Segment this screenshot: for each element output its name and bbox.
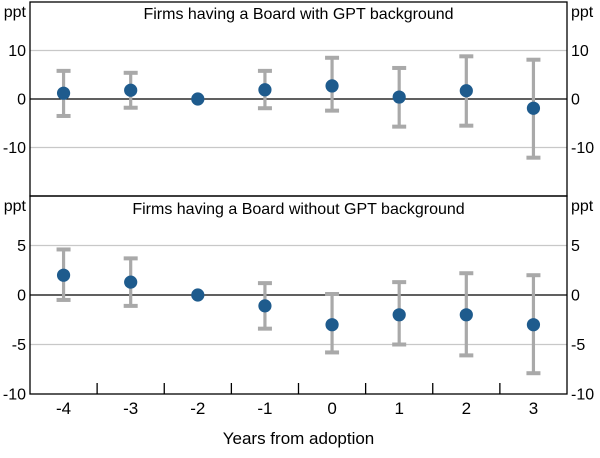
data-point bbox=[459, 308, 473, 322]
y-axis-unit-label-right: ppt bbox=[571, 198, 594, 215]
y-tick-label-left: -10 bbox=[3, 140, 26, 157]
x-tick-label: 2 bbox=[462, 399, 471, 418]
data-point bbox=[325, 79, 339, 93]
y-tick-label-right: 0 bbox=[571, 92, 580, 109]
data-point bbox=[258, 299, 272, 313]
data-point bbox=[459, 84, 473, 98]
data-point bbox=[124, 83, 138, 97]
data-point bbox=[258, 83, 272, 97]
data-point bbox=[56, 86, 71, 100]
x-tick-label: 3 bbox=[529, 399, 538, 418]
y-tick-label-right: -10 bbox=[571, 140, 594, 157]
y-tick-label-left: 10 bbox=[8, 43, 26, 60]
y-axis-unit-label-left: ppt bbox=[4, 198, 27, 215]
y-tick-label-left: -10 bbox=[3, 387, 26, 404]
y-tick-label-left: 5 bbox=[17, 238, 26, 255]
y-tick-label-right: -10 bbox=[571, 387, 594, 404]
x-tick-label: -1 bbox=[257, 399, 272, 418]
x-tick-label: -2 bbox=[190, 399, 205, 418]
x-tick-label: -4 bbox=[56, 399, 71, 418]
data-point bbox=[56, 268, 71, 282]
data-point bbox=[124, 275, 138, 289]
x-tick-label: -3 bbox=[123, 399, 138, 418]
data-point bbox=[325, 318, 339, 332]
data-point bbox=[392, 90, 406, 104]
y-axis-unit-label-left: ppt bbox=[4, 4, 27, 21]
data-point bbox=[526, 101, 541, 115]
y-tick-label-right: 0 bbox=[571, 288, 580, 305]
data-point bbox=[191, 92, 205, 106]
y-axis-unit-label-right: ppt bbox=[571, 4, 594, 21]
y-tick-label-left: -5 bbox=[12, 337, 26, 354]
data-point bbox=[392, 308, 406, 322]
data-point bbox=[526, 318, 541, 332]
x-tick-label: 1 bbox=[394, 399, 403, 418]
y-tick-label-right: -5 bbox=[571, 337, 585, 354]
y-tick-label-right: 5 bbox=[571, 238, 580, 255]
data-point bbox=[191, 288, 205, 302]
y-tick-label-left: 0 bbox=[17, 288, 26, 305]
x-tick-label: 0 bbox=[327, 399, 336, 418]
y-tick-label-right: 10 bbox=[571, 43, 589, 60]
y-tick-label-left: 0 bbox=[17, 92, 26, 109]
